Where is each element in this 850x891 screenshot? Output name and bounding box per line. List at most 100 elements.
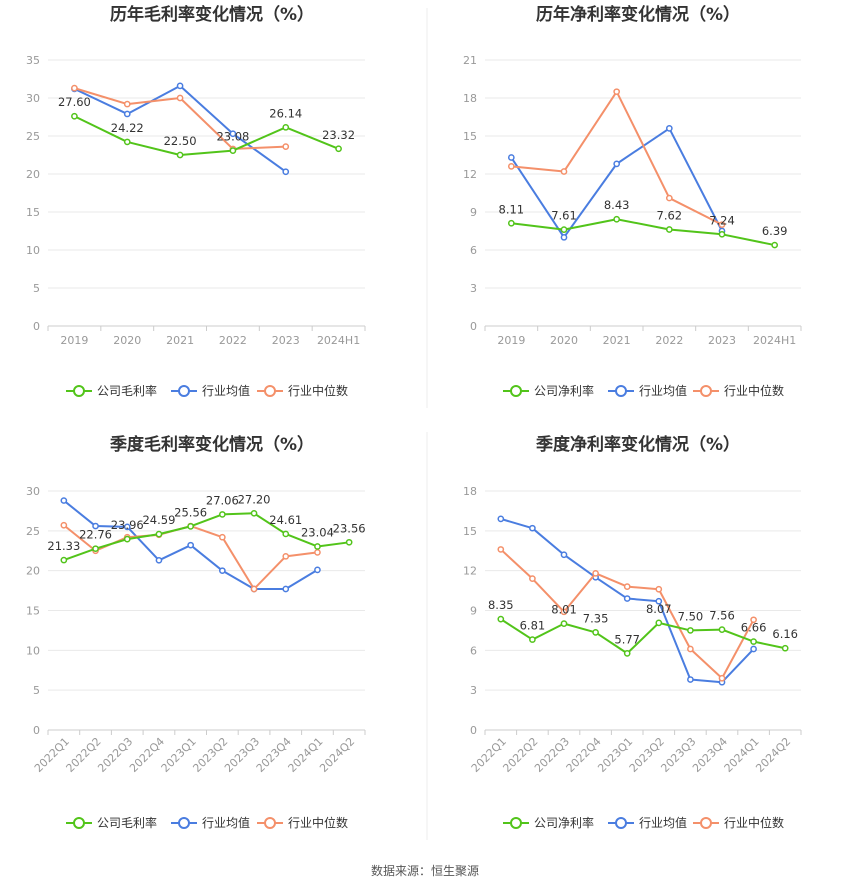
data-label: 7.24 [709,213,735,227]
data-point-company [665,226,673,233]
y-tick-label: 18 [463,485,477,498]
x-tick-label: 2019 [497,334,525,347]
y-tick-label: 0 [470,320,477,333]
data-point-industry_mean [623,595,631,602]
chart-title: 季度毛利率变化情况（%） [110,434,314,455]
data-point-industry_mean [282,585,290,593]
data-point-industry_median [560,168,568,175]
data-point-company [282,530,290,538]
legend-item-industry_mean[interactable]: 行业均值 [171,815,250,830]
data-point-industry_mean [187,541,194,549]
legend-item-company[interactable]: 公司净利率 [503,815,594,830]
data-label: 7.50 [678,609,704,623]
data-point-company [687,627,694,634]
y-tick-label: 3 [470,684,477,697]
legend-item-company[interactable]: 公司毛利率 [66,383,157,398]
legend-label: 行业均值 [639,815,687,830]
data-label: 8.11 [499,202,525,216]
chart-title: 历年净利率变化情况（%） [536,4,740,25]
data-label: 22.50 [164,134,197,148]
data-point-company [123,535,131,543]
legend-label: 公司毛利率 [97,815,157,830]
data-label: 23.04 [301,525,334,539]
legend-label: 行业中位数 [724,383,784,398]
series-line-company [73,115,339,156]
data-point-industry_mean [529,524,536,532]
legend-marker-icon [510,817,522,829]
data-point-company [335,145,342,153]
data-point-industry_mean [60,497,68,504]
data-point-company [155,530,163,538]
data-point-industry_median [665,194,673,202]
legend-label: 行业中位数 [288,383,348,398]
data-point-industry_mean [560,551,568,559]
legend-item-industry_mean[interactable]: 行业均值 [608,383,687,398]
x-tick-label: 2024Q2 [317,735,357,775]
y-tick-label: 6 [470,244,477,257]
y-tick-label: 25 [26,130,40,143]
data-point-company [718,230,726,238]
data-point-company [613,215,621,223]
legend-label: 行业均值 [202,815,250,830]
legend-item-company[interactable]: 公司毛利率 [66,815,157,830]
legend-marker-icon [178,817,190,829]
data-point-industry_mean [665,125,673,132]
data-label: 6.39 [762,224,788,238]
data-point-industry_mean [750,645,757,653]
data-point-industry_mean [613,160,621,168]
data-point-industry_median [613,88,621,96]
legend-marker-icon [615,385,627,397]
data-label: 26.14 [269,106,302,120]
data-point-industry_median [60,521,68,529]
data-point-company [750,638,757,645]
data-point-company [655,619,663,627]
legend-item-industry_median[interactable]: 行业中位数 [693,383,784,398]
data-point-industry_mean [497,515,505,523]
y-tick-label: 12 [463,168,477,181]
data-point-industry_mean [507,154,515,161]
data-label: 23.32 [322,128,355,142]
legend-item-industry_mean[interactable]: 行业均值 [608,815,687,830]
data-point-industry_median [750,616,757,624]
data-point-industry_mean [219,567,226,575]
data-label: 22.76 [79,528,112,542]
y-tick-label: 9 [470,206,477,219]
legend-item-industry_median[interactable]: 行业中位数 [257,383,348,398]
legend-item-industry_median[interactable]: 行业中位数 [693,815,784,830]
data-point-industry_mean [176,82,184,90]
data-point-industry_median [507,163,515,170]
x-tick-label: 2023 [708,334,736,347]
data-point-company [592,629,599,636]
data-point-company [507,219,515,227]
data-label: 23.08 [216,130,249,144]
data-point-industry_mean [282,168,290,176]
x-tick-label: 2024Q2 [753,735,793,775]
data-point-company [781,644,789,652]
data-point-industry_mean [314,566,321,574]
y-tick-label: 12 [463,565,477,578]
x-tick-label: 2020 [113,334,141,347]
y-tick-label: 10 [26,644,40,657]
x-tick-label: 2021 [603,334,631,347]
chart-panel-4: 季度净利率变化情况（%）03691215182022Q12022Q22022Q3… [463,434,802,830]
data-point-company [314,543,321,550]
data-label: 5.77 [614,632,640,646]
data-point-industry_median [123,100,131,108]
legend-item-industry_mean[interactable]: 行业均值 [171,383,250,398]
legend-marker-icon [700,817,712,829]
data-point-company [497,615,505,623]
data-point-company [623,650,631,657]
legend-label: 公司净利率 [534,815,594,830]
legend-label: 行业均值 [202,383,250,398]
y-tick-label: 0 [33,724,40,737]
y-tick-label: 18 [463,92,477,105]
data-point-company [176,151,184,159]
y-tick-label: 0 [470,724,477,737]
data-label: 27.06 [206,493,239,507]
legend-item-company[interactable]: 公司净利率 [503,383,594,398]
x-tick-label: 2022 [655,334,683,347]
data-label: 6.16 [772,627,798,641]
data-point-industry_median [282,143,290,150]
legend-item-industry_median[interactable]: 行业中位数 [257,815,348,830]
data-point-company [187,523,194,530]
